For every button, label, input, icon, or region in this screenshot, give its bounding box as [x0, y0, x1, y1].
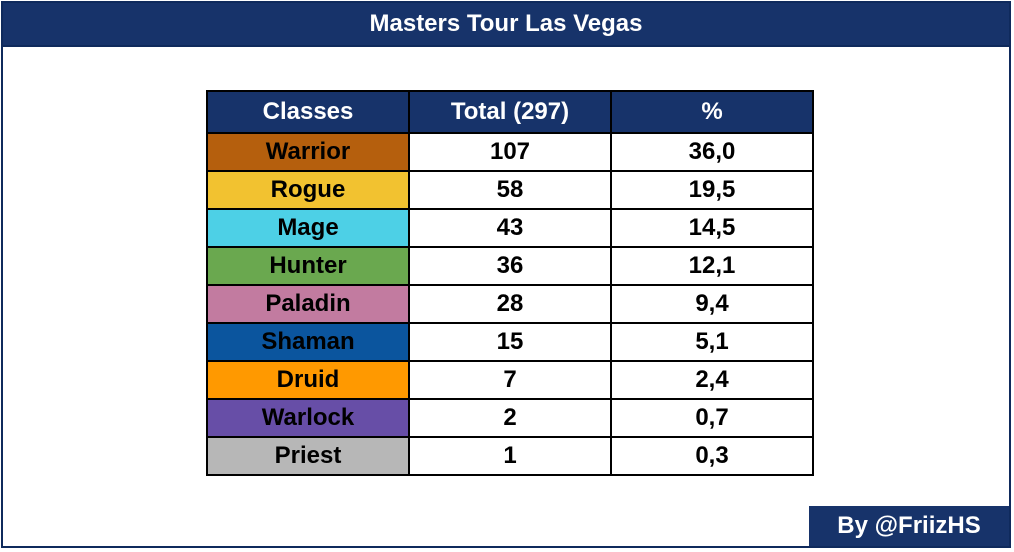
total-cell: 28 [408, 284, 612, 324]
percent-cell: 2,4 [610, 360, 814, 400]
table-row: Rogue 58 19,5 [206, 170, 814, 210]
header-total: Total (297) [408, 90, 612, 134]
page-title: Masters Tour Las Vegas [3, 3, 1009, 47]
class-cell: Warrior [206, 132, 410, 172]
class-cell: Shaman [206, 322, 410, 362]
table-row: Hunter 36 12,1 [206, 246, 814, 286]
total-cell: 1 [408, 436, 612, 476]
total-cell: 7 [408, 360, 612, 400]
total-cell: 43 [408, 208, 612, 248]
class-cell: Priest [206, 436, 410, 476]
percent-cell: 36,0 [610, 132, 814, 172]
class-cell: Warlock [206, 398, 410, 438]
table-row: Mage 43 14,5 [206, 208, 814, 248]
class-stats-table: Classes Total (297) % Warrior 107 36,0 R… [206, 90, 814, 476]
table-row: Warlock 2 0,7 [206, 398, 814, 438]
header-classes: Classes [206, 90, 410, 134]
percent-cell: 0,7 [610, 398, 814, 438]
class-cell: Druid [206, 360, 410, 400]
total-cell: 36 [408, 246, 612, 286]
table-row: Shaman 15 5,1 [206, 322, 814, 362]
total-cell: 2 [408, 398, 612, 438]
table-row: Priest 1 0,3 [206, 436, 814, 476]
percent-cell: 0,3 [610, 436, 814, 476]
class-cell: Paladin [206, 284, 410, 324]
percent-cell: 14,5 [610, 208, 814, 248]
table-header-row: Classes Total (297) % [206, 90, 814, 134]
credit-badge: By @FriizHS [809, 506, 1009, 546]
percent-cell: 19,5 [610, 170, 814, 210]
header-percent: % [610, 90, 814, 134]
total-cell: 107 [408, 132, 612, 172]
table-row: Paladin 28 9,4 [206, 284, 814, 324]
total-cell: 58 [408, 170, 612, 210]
total-cell: 15 [408, 322, 612, 362]
table-row: Warrior 107 36,0 [206, 132, 814, 172]
class-cell: Rogue [206, 170, 410, 210]
percent-cell: 5,1 [610, 322, 814, 362]
class-cell: Hunter [206, 246, 410, 286]
percent-cell: 9,4 [610, 284, 814, 324]
percent-cell: 12,1 [610, 246, 814, 286]
class-cell: Mage [206, 208, 410, 248]
table-row: Druid 7 2,4 [206, 360, 814, 400]
